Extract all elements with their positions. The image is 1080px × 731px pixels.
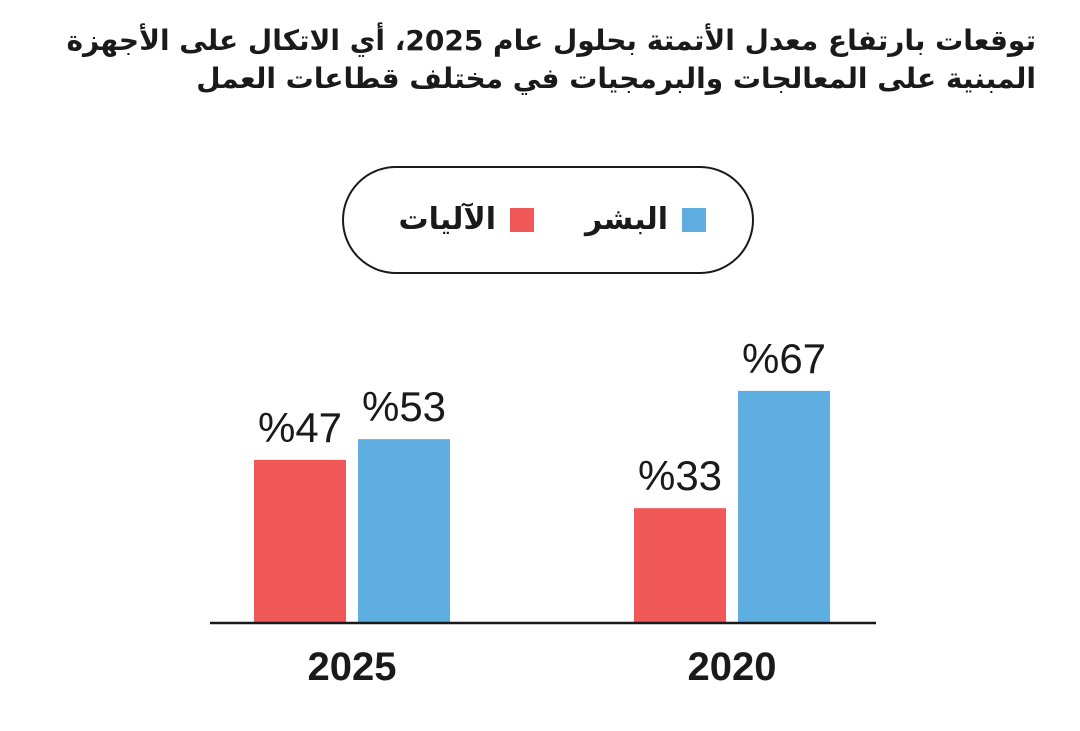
- bar-human-2025: [358, 439, 450, 622]
- x-tick-label-2025: 2025: [308, 645, 397, 689]
- value-label-human-2020: %67: [742, 335, 826, 382]
- bar-group-2025: %47 %53 2025: [254, 383, 450, 689]
- value-label-machine-2020: %33: [638, 452, 722, 499]
- bar-machine-2025: [254, 459, 346, 622]
- legend-label-machine: الآليات: [398, 202, 496, 237]
- bar-machine-2020: [634, 508, 726, 622]
- legend-swatch-machine: [510, 207, 534, 232]
- bar-human-2020: [738, 390, 830, 622]
- x-tick-label-2020: 2020: [688, 645, 777, 689]
- value-label-machine-2025: %47: [258, 404, 342, 451]
- chart-title: توقعات بارتفاع معدل الأتمتة بحلول عام 20…: [66, 24, 1036, 95]
- legend-item-machine: الآليات: [398, 202, 534, 237]
- value-label-human-2025: %53: [362, 383, 446, 430]
- legend-swatch-human: [682, 207, 706, 232]
- bar-group-2020: %33 %67 2020: [634, 335, 830, 689]
- legend-item-human: البشر: [585, 202, 706, 237]
- legend: البشر الآليات: [342, 166, 754, 274]
- legend-label-human: البشر: [585, 202, 668, 237]
